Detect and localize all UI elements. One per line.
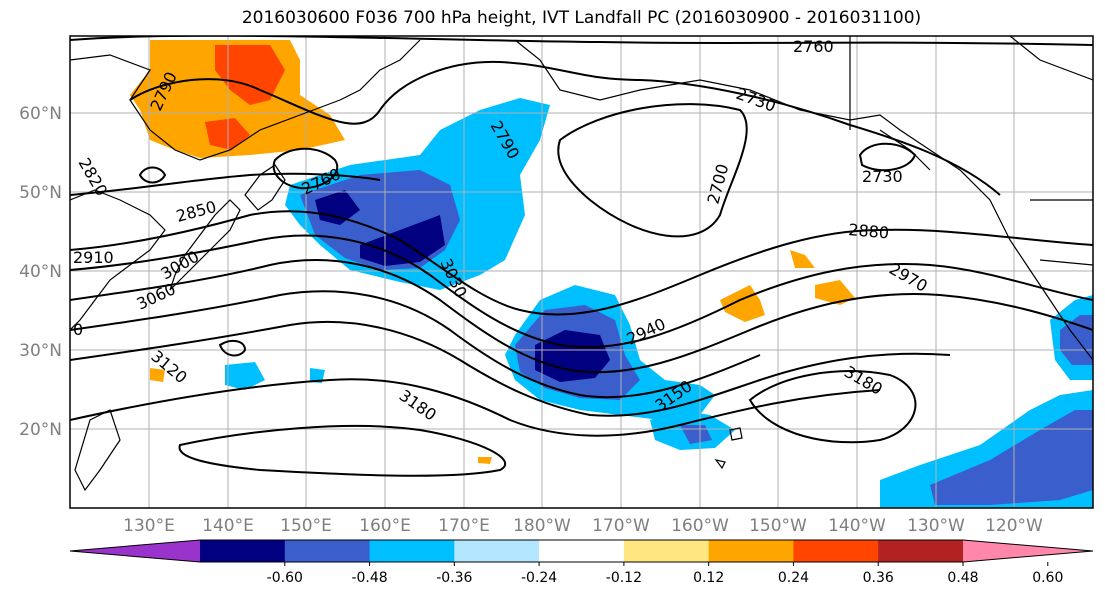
contour-label: 2760 bbox=[793, 37, 834, 56]
colorbar-tick-label: 0.24 bbox=[778, 570, 809, 586]
negative-anomaly-small-1 bbox=[310, 368, 325, 383]
colorbar-tick-label: -0.48 bbox=[351, 570, 387, 586]
lon-label: 130°W bbox=[907, 516, 965, 536]
colorbar bbox=[69, 539, 1094, 563]
lon-label: 160°E bbox=[359, 516, 411, 536]
longitude-labels: 130°E 140°E 150°E 160°E 170°E 180°W 170°… bbox=[123, 516, 1043, 536]
colorbar-tick-label: -0.36 bbox=[436, 570, 472, 586]
colorbar-tick-label: 0.48 bbox=[947, 570, 978, 586]
lon-label: 150°E bbox=[280, 516, 332, 536]
contour-label: 0 bbox=[73, 320, 83, 339]
positive-anomaly-ne-pacific-2 bbox=[790, 250, 815, 268]
colorbar-segment bbox=[70, 540, 200, 562]
colorbar-outline bbox=[69, 539, 1094, 563]
colorbar-segment bbox=[708, 540, 794, 562]
mid-anomaly-southeast bbox=[930, 410, 1093, 505]
colorbar-segment bbox=[539, 540, 625, 562]
colorbar-segment bbox=[963, 540, 1093, 562]
positive-anomaly-small-2 bbox=[478, 457, 492, 464]
lon-label: 140°W bbox=[828, 516, 886, 536]
positive-anomaly-small bbox=[150, 368, 165, 382]
mid-anomaly-hawaii bbox=[680, 425, 712, 444]
colorbar-tick-label: -0.60 bbox=[267, 570, 303, 586]
latitude-labels: 60°N 50°N 40°N 30°N 20°N bbox=[19, 104, 62, 440]
colorbar-segment bbox=[878, 540, 964, 562]
contour-label: 2910 bbox=[73, 248, 114, 267]
colorbar-segment bbox=[623, 540, 710, 562]
colorbar-tick-label: -0.24 bbox=[521, 570, 557, 586]
lon-label: 170°W bbox=[592, 516, 650, 536]
coastlines bbox=[70, 36, 1093, 492]
colorbar-segment bbox=[454, 540, 540, 562]
positive-anomaly-ne-pacific-3 bbox=[815, 280, 855, 305]
colorbar-tick-label: -0.12 bbox=[606, 570, 642, 586]
height-contours bbox=[70, 36, 1093, 477]
contour-label: 2880 bbox=[848, 220, 890, 242]
colorbar-segment bbox=[200, 540, 286, 562]
lat-label: 60°N bbox=[19, 104, 62, 124]
lat-label: 30°N bbox=[19, 341, 62, 361]
colorbar-tick-label: 0.36 bbox=[863, 570, 894, 586]
lon-label: 160°W bbox=[671, 516, 729, 536]
lon-label: 180°W bbox=[513, 516, 571, 536]
colorbar-segment bbox=[369, 540, 455, 562]
map-border bbox=[69, 35, 1094, 509]
colorbar-segment bbox=[793, 540, 879, 562]
contour-label: 2730 bbox=[862, 167, 903, 186]
lon-label: 170°E bbox=[438, 516, 490, 536]
colorbar-ticks: -0.60 -0.48 -0.36 -0.24 -0.12 0.12 0.24 0.36 0.4… bbox=[267, 562, 1063, 586]
negative-anomaly-west bbox=[225, 362, 265, 390]
lon-label: 150°W bbox=[749, 516, 807, 536]
lat-label: 40°N bbox=[19, 262, 62, 282]
lon-label: 130°E bbox=[123, 516, 175, 536]
map-title: 2016030600 F036 700 hPa height, IVT Land… bbox=[241, 8, 922, 28]
strong-anomaly-siberia bbox=[215, 45, 285, 105]
positive-anomaly-siberia bbox=[130, 40, 345, 158]
lat-label: 20°N bbox=[19, 420, 62, 440]
colorbar-segment bbox=[284, 540, 371, 562]
lon-label: 140°E bbox=[202, 516, 254, 536]
colorbar-tick-label: 0.12 bbox=[693, 570, 724, 586]
lat-label: 50°N bbox=[19, 183, 62, 203]
colorbar-tick-label: 0.60 bbox=[1032, 570, 1063, 586]
lon-label: 120°W bbox=[985, 516, 1043, 536]
